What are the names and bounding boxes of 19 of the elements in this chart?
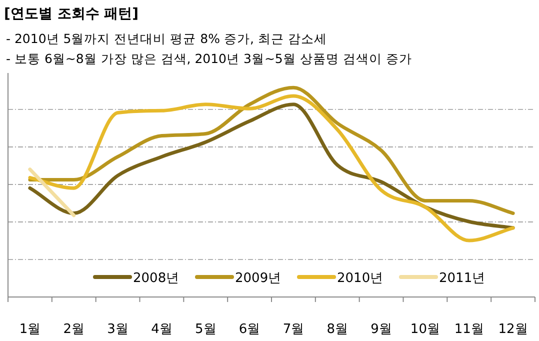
- x-tick-label: 1월: [19, 322, 41, 337]
- text: - 2010년 5월까지 전년대비 평균 8% 증가, 최근 감소세: [6, 31, 327, 46]
- legend-label: 2008년: [133, 271, 180, 286]
- x-tick-label: 5월: [194, 322, 216, 337]
- x-tick-label: 8월: [326, 322, 348, 337]
- legend-label: 2010년: [337, 271, 384, 286]
- chart-title: [연도별 조회수 패턴]: [4, 6, 139, 22]
- legend-label: 2011년: [439, 271, 486, 286]
- x-tick-label: 6월: [238, 322, 260, 337]
- x-tick-label: 3월: [107, 322, 128, 337]
- x-tick-label: 4월: [151, 322, 172, 337]
- x-tick-label: 12월: [498, 322, 528, 337]
- x-tick-label: 7월: [282, 322, 304, 337]
- x-tick-label: 11월: [454, 322, 484, 337]
- x-tick-label: 2월: [63, 322, 85, 337]
- legend-label: 2009년: [235, 271, 282, 286]
- text: - 보통 6월~8월 가장 많은 검색, 2010년 3월~5월 상품명 검색이 증가: [6, 51, 412, 66]
- x-tick-label: 9월: [370, 322, 392, 337]
- x-tick-label: 10월: [410, 322, 440, 337]
